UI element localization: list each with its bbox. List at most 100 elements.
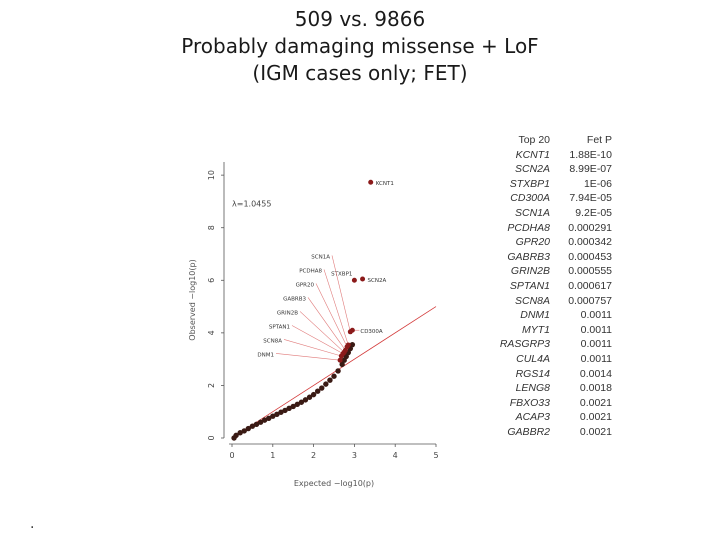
x-axis-label: Expected −log10(p) — [294, 479, 374, 488]
leader-line — [315, 283, 348, 347]
point-label-stxbp1: STXBP1 — [331, 271, 352, 277]
data-point — [310, 391, 317, 398]
table-cell-gene: CUL4A — [516, 352, 550, 365]
title-line-2: Probably damaging missense + LoF — [181, 34, 539, 58]
point-label-dnm1: DNM1 — [257, 352, 274, 358]
table-row: GABRB3 0.000453 — [490, 250, 620, 265]
table-cell-gene: GRIN2B — [510, 265, 550, 278]
point-label-gabrb3: GABRB3 — [283, 296, 306, 302]
table-cell-pvalue: 1.88E-10 — [569, 148, 612, 161]
top20-table: Top 20 Fet P KCNT1 1.88E-10 SCN2A 8.99E-07 S… — [490, 133, 620, 439]
table-cell-gene: RGS14 — [515, 367, 550, 380]
labeled-data-point — [368, 179, 374, 185]
table-cell-gene: SCN2A — [514, 163, 550, 176]
data-point — [257, 419, 264, 425]
table-row: GPR20 0.000342 — [490, 235, 620, 250]
y-tick-label: 4 — [207, 330, 216, 335]
data-point — [331, 373, 337, 379]
table-rows: KCNT1 1.88E-10 SCN2A 8.99E-07 STXBP1 1E-06 CD3… — [490, 148, 620, 440]
point-label-gpr20: GPR20 — [296, 282, 315, 288]
table-cell-pvalue: 0.000342 — [568, 236, 612, 249]
data-point — [266, 415, 272, 421]
table-cell-gene: SCN8A — [514, 294, 550, 307]
point-label-scn2a: SCN2A — [368, 278, 387, 284]
x-tick-label: 4 — [393, 451, 398, 460]
point-label-kcnt1: KCNT1 — [376, 181, 394, 187]
table-row: FBXO33 0.0021 — [490, 396, 620, 411]
table-cell-pvalue: 0.0014 — [579, 367, 612, 380]
leader-line — [331, 255, 351, 332]
data-point — [249, 423, 256, 429]
table-row: GABBR2 0.0021 — [490, 425, 620, 440]
table-cell-pvalue: 0.0021 — [579, 425, 612, 438]
data-point — [253, 421, 260, 428]
table-cell-gene: PCDHA8 — [507, 221, 550, 234]
table-cell-gene: GABBR2 — [507, 425, 550, 438]
table-cell-gene: SPTAN1 — [509, 279, 550, 292]
data-point — [241, 428, 247, 434]
data-point — [237, 430, 243, 436]
x-tick-label: 0 — [229, 451, 234, 460]
table-row: SCN1A 9.2E-05 — [490, 206, 620, 221]
table-cell-gene: GPR20 — [515, 236, 550, 249]
data-point — [245, 425, 252, 432]
table-cell-gene: LENG8 — [515, 382, 550, 395]
y-tick-label: 0 — [207, 435, 216, 440]
leader-line — [283, 339, 342, 357]
labeled-data-point — [347, 329, 353, 335]
footnote-dot: . — [30, 516, 35, 532]
leader-line — [291, 325, 344, 354]
table-header-pvalue: Fet P — [586, 134, 612, 146]
title-line-3: (IGM cases only; FET) — [252, 61, 468, 85]
x-tick-label: 3 — [352, 451, 357, 460]
x-tick-label: 1 — [270, 451, 275, 460]
table-row: RGS14 0.0014 — [490, 367, 620, 382]
table-cell-pvalue: 1E-06 — [583, 177, 612, 190]
data-point — [327, 377, 333, 383]
table-row: LENG8 0.0018 — [490, 381, 620, 396]
table-cell-pvalue: 0.0011 — [580, 309, 612, 322]
data-point — [298, 399, 305, 405]
data-point — [323, 381, 329, 387]
y-tick-label: 8 — [207, 225, 216, 230]
x-tick-label: 2 — [311, 451, 316, 460]
data-point — [270, 413, 276, 419]
labeled-data-point — [337, 357, 343, 363]
table-cell-pvalue: 0.000757 — [568, 294, 612, 307]
y-tick-label: 6 — [207, 278, 216, 283]
labeled-data-point — [351, 277, 357, 283]
qq-plot: 0 1 2 3 4 5 0 2 4 6 8 10 Expected −log10(p) Observed … — [188, 162, 439, 488]
table-row: PCDHA8 0.000291 — [490, 221, 620, 236]
table-header-row: Top 20 Fet P — [490, 133, 620, 148]
table-cell-pvalue: 0.0018 — [579, 382, 612, 395]
table-row: MYT1 0.0011 — [490, 323, 620, 338]
leader-line — [299, 311, 345, 353]
leader-line — [307, 297, 346, 351]
data-point — [286, 405, 292, 411]
labeled-data-point — [360, 276, 366, 282]
reference-line — [231, 306, 437, 439]
leader-line — [275, 353, 341, 361]
table-cell-gene: STXBP1 — [509, 177, 550, 190]
table-cell-pvalue: 0.000291 — [568, 221, 612, 234]
table-cell-gene: GABRB3 — [507, 250, 550, 263]
data-point — [314, 388, 321, 394]
table-cell-gene: CD300A — [510, 192, 550, 205]
table-row: ACAP3 0.0021 — [490, 410, 620, 425]
x-tick-label: 5 — [433, 451, 438, 460]
table-row: SCN8A 0.000757 — [490, 294, 620, 309]
title-line-1: 509 vs. 9866 — [294, 7, 426, 31]
data-point — [261, 417, 268, 423]
table-row: CUL4A 0.0011 — [490, 352, 620, 367]
leader-line — [323, 269, 349, 346]
table-cell-pvalue: 0.0021 — [579, 411, 612, 424]
table-cell-gene: KCNT1 — [515, 148, 550, 161]
y-tick-label: 10 — [207, 170, 216, 180]
y-tick-label: 2 — [207, 383, 216, 388]
table-cell-pvalue: 0.0011 — [580, 323, 612, 336]
point-label-grin2b: GRIN2B — [277, 310, 298, 316]
point-label-cd300a: CD300A — [360, 329, 383, 335]
table-cell-pvalue: 8.99E-07 — [569, 163, 612, 176]
table-cell-pvalue: 0.0021 — [579, 396, 612, 409]
table-cell-gene: SCN1A — [514, 206, 550, 219]
